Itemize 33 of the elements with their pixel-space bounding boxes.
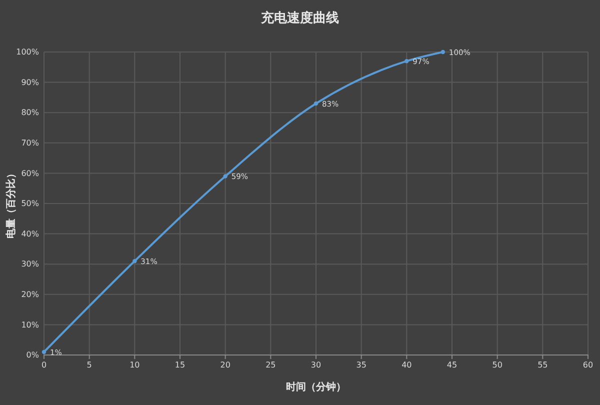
chart-title: 充电速度曲线 (260, 10, 339, 26)
x-tick-label: 55 (538, 360, 548, 370)
x-tick-label: 20 (220, 360, 230, 370)
x-tick-label: 50 (492, 360, 502, 370)
x-tick-label: 45 (446, 360, 458, 370)
y-axis-title: 电量（百分比） (5, 168, 17, 238)
x-tick-label: 60 (582, 360, 594, 370)
point (314, 101, 318, 106)
y-tick-label: 80% (21, 108, 40, 118)
y-tick-label: 40% (21, 229, 40, 238)
x-tick-label: 25 (266, 360, 276, 370)
point (42, 350, 46, 354)
point (404, 58, 409, 64)
point (440, 50, 446, 54)
x-tick-label: 35 (356, 360, 366, 370)
x-tick-label: 10 (130, 360, 140, 370)
x-axis-title: 时间（分钟） (286, 381, 346, 393)
y-tick-label: 10% (21, 320, 40, 330)
y-tick-label: 90% (21, 78, 40, 87)
y-tick-label: 60% (21, 168, 40, 178)
x-tick-label: 5 (86, 360, 92, 370)
x-tick-label: 0 (41, 360, 47, 370)
point (132, 258, 137, 264)
x-tick-label: 15 (174, 360, 186, 370)
y-tick-label: 100% (16, 48, 40, 57)
y-tick-label: 70% (21, 138, 40, 148)
y-tick-label: 30% (21, 260, 40, 269)
y-tick-label: 20% (21, 290, 40, 299)
y-tick-label: 50% (21, 199, 40, 208)
x-tick-label: 30 (310, 360, 322, 370)
point (223, 174, 228, 178)
y-tick-label: 0% (26, 350, 40, 360)
x-tick-label: 40 (402, 360, 412, 370)
